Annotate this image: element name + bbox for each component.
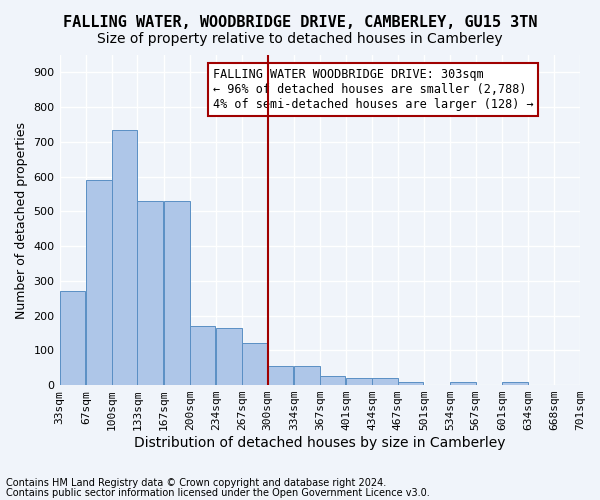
Bar — [268, 366, 293, 385]
Bar — [242, 344, 268, 385]
Bar — [398, 382, 424, 385]
Text: FALLING WATER WOODBRIDGE DRIVE: 303sqm
← 96% of detached houses are smaller (2,7: FALLING WATER WOODBRIDGE DRIVE: 303sqm ←… — [213, 68, 534, 111]
Bar — [372, 378, 398, 385]
X-axis label: Distribution of detached houses by size in Camberley: Distribution of detached houses by size … — [134, 436, 506, 450]
Bar — [294, 366, 320, 385]
Y-axis label: Number of detached properties: Number of detached properties — [15, 122, 28, 318]
Bar — [190, 326, 215, 385]
Bar — [320, 376, 346, 385]
Text: Contains HM Land Registry data © Crown copyright and database right 2024.: Contains HM Land Registry data © Crown c… — [6, 478, 386, 488]
Bar — [112, 130, 137, 385]
Bar — [137, 201, 163, 385]
Bar — [216, 328, 242, 385]
Text: FALLING WATER, WOODBRIDGE DRIVE, CAMBERLEY, GU15 3TN: FALLING WATER, WOODBRIDGE DRIVE, CAMBERL… — [63, 15, 537, 30]
Text: Size of property relative to detached houses in Camberley: Size of property relative to detached ho… — [97, 32, 503, 46]
Bar — [86, 180, 112, 385]
Text: Contains public sector information licensed under the Open Government Licence v3: Contains public sector information licen… — [6, 488, 430, 498]
Bar — [346, 378, 372, 385]
Bar — [59, 292, 85, 385]
Bar — [164, 201, 190, 385]
Bar — [502, 382, 528, 385]
Bar — [450, 382, 476, 385]
